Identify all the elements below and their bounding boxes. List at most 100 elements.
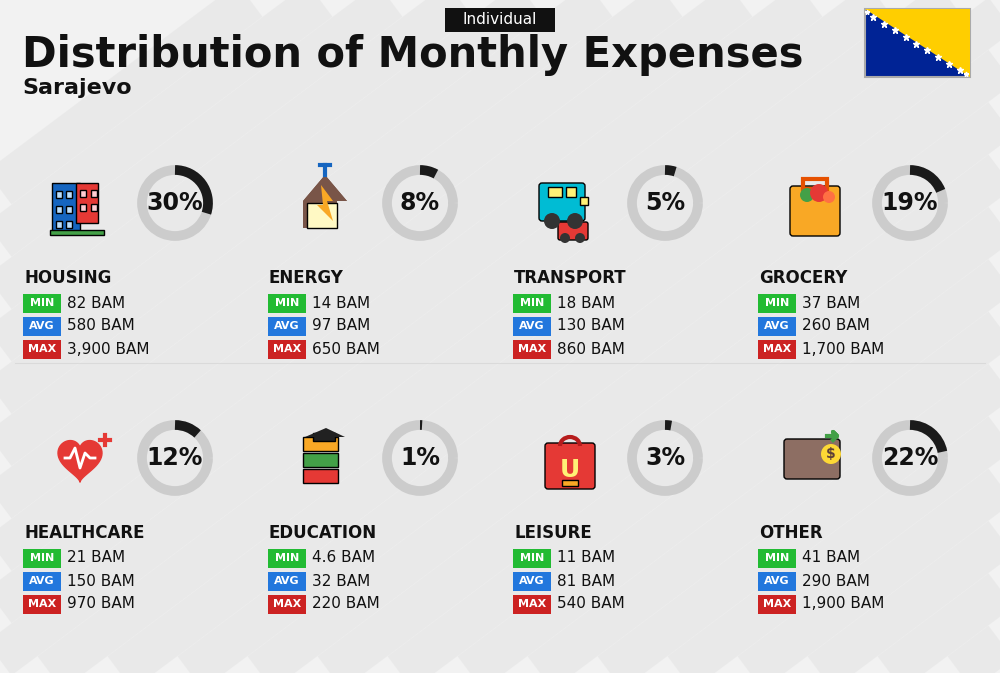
Text: 860 BAM: 860 BAM (557, 341, 625, 357)
FancyBboxPatch shape (865, 9, 970, 77)
Text: AVG: AVG (519, 576, 545, 586)
Circle shape (567, 213, 583, 229)
FancyBboxPatch shape (23, 548, 61, 567)
FancyBboxPatch shape (758, 316, 796, 336)
FancyBboxPatch shape (23, 293, 61, 312)
Text: 30%: 30% (147, 191, 203, 215)
FancyBboxPatch shape (558, 222, 588, 240)
FancyBboxPatch shape (513, 293, 551, 312)
FancyBboxPatch shape (268, 316, 306, 336)
FancyBboxPatch shape (513, 316, 551, 336)
Circle shape (821, 444, 841, 464)
Text: 18 BAM: 18 BAM (557, 295, 615, 310)
Text: 1,900 BAM: 1,900 BAM (802, 596, 884, 612)
Text: 3%: 3% (645, 446, 685, 470)
FancyBboxPatch shape (562, 480, 578, 486)
FancyBboxPatch shape (66, 221, 72, 228)
Text: 3,900 BAM: 3,900 BAM (67, 341, 150, 357)
Text: AVG: AVG (274, 321, 300, 331)
FancyBboxPatch shape (513, 594, 551, 614)
Text: MAX: MAX (28, 599, 56, 609)
FancyBboxPatch shape (313, 433, 335, 441)
FancyBboxPatch shape (513, 548, 551, 567)
FancyBboxPatch shape (80, 190, 86, 197)
Text: OTHER: OTHER (759, 524, 823, 542)
FancyBboxPatch shape (268, 339, 306, 359)
FancyBboxPatch shape (545, 443, 595, 489)
FancyBboxPatch shape (513, 571, 551, 590)
FancyBboxPatch shape (23, 571, 61, 590)
Circle shape (544, 213, 560, 229)
Text: AVG: AVG (29, 321, 55, 331)
Text: Individual: Individual (463, 13, 537, 28)
Text: MAX: MAX (273, 344, 301, 354)
FancyBboxPatch shape (268, 571, 306, 590)
FancyBboxPatch shape (758, 339, 796, 359)
Text: 4.6 BAM: 4.6 BAM (312, 551, 375, 565)
Text: MAX: MAX (763, 599, 791, 609)
FancyBboxPatch shape (50, 230, 104, 235)
Text: HOUSING: HOUSING (24, 269, 111, 287)
Text: MAX: MAX (518, 344, 546, 354)
Text: ENERGY: ENERGY (269, 269, 344, 287)
Text: 580 BAM: 580 BAM (67, 318, 135, 334)
Text: TRANSPORT: TRANSPORT (514, 269, 627, 287)
FancyBboxPatch shape (513, 339, 551, 359)
FancyBboxPatch shape (539, 183, 585, 221)
Polygon shape (58, 441, 102, 482)
FancyBboxPatch shape (758, 594, 796, 614)
Text: Sarajevo: Sarajevo (22, 78, 132, 98)
Circle shape (810, 184, 828, 202)
Text: EDUCATION: EDUCATION (269, 524, 377, 542)
Text: 14 BAM: 14 BAM (312, 295, 370, 310)
Text: MIN: MIN (765, 553, 789, 563)
Text: 5%: 5% (645, 191, 685, 215)
Text: 32 BAM: 32 BAM (312, 573, 370, 588)
Text: 81 BAM: 81 BAM (557, 573, 615, 588)
Text: MAX: MAX (273, 599, 301, 609)
FancyBboxPatch shape (307, 203, 337, 228)
Circle shape (823, 191, 835, 203)
Text: MIN: MIN (275, 553, 299, 563)
Text: Distribution of Monthly Expenses: Distribution of Monthly Expenses (22, 34, 804, 76)
Text: MIN: MIN (520, 553, 544, 563)
FancyBboxPatch shape (56, 206, 62, 213)
FancyBboxPatch shape (758, 571, 796, 590)
Text: AVG: AVG (764, 321, 790, 331)
FancyBboxPatch shape (784, 439, 840, 479)
Text: $: $ (826, 447, 836, 461)
Text: GROCERY: GROCERY (759, 269, 847, 287)
Polygon shape (317, 185, 333, 221)
Text: MAX: MAX (518, 599, 546, 609)
FancyBboxPatch shape (23, 316, 61, 336)
Text: 41 BAM: 41 BAM (802, 551, 860, 565)
Text: 21 BAM: 21 BAM (67, 551, 125, 565)
FancyBboxPatch shape (23, 594, 61, 614)
FancyBboxPatch shape (80, 204, 86, 211)
FancyBboxPatch shape (76, 183, 98, 223)
Text: AVG: AVG (764, 576, 790, 586)
Text: 1%: 1% (400, 446, 440, 470)
Polygon shape (303, 175, 347, 201)
FancyBboxPatch shape (758, 548, 796, 567)
Text: AVG: AVG (29, 576, 55, 586)
FancyBboxPatch shape (268, 548, 306, 567)
Text: 19%: 19% (882, 191, 938, 215)
FancyBboxPatch shape (303, 453, 338, 467)
Text: 150 BAM: 150 BAM (67, 573, 135, 588)
FancyBboxPatch shape (445, 8, 555, 32)
FancyBboxPatch shape (268, 594, 306, 614)
Text: U: U (560, 458, 580, 482)
FancyBboxPatch shape (91, 204, 97, 211)
Text: MAX: MAX (28, 344, 56, 354)
Text: 11 BAM: 11 BAM (557, 551, 615, 565)
Text: 970 BAM: 970 BAM (67, 596, 135, 612)
Text: 37 BAM: 37 BAM (802, 295, 860, 310)
FancyBboxPatch shape (23, 339, 61, 359)
Text: 1,700 BAM: 1,700 BAM (802, 341, 884, 357)
Polygon shape (303, 175, 347, 228)
Text: 82 BAM: 82 BAM (67, 295, 125, 310)
FancyBboxPatch shape (303, 469, 338, 483)
FancyBboxPatch shape (790, 186, 840, 236)
FancyBboxPatch shape (758, 293, 796, 312)
